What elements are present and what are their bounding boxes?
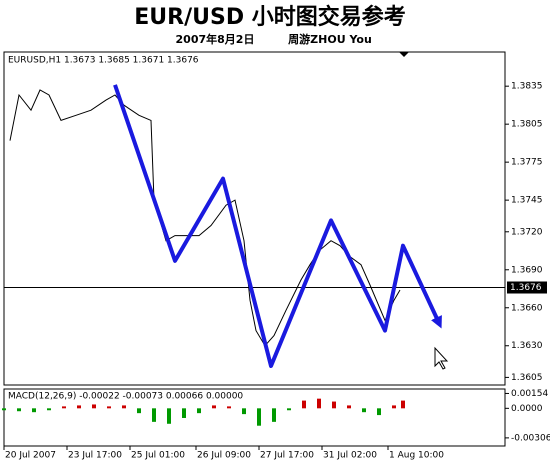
y-tick-label: 1.3775 xyxy=(511,158,543,168)
macd-bar xyxy=(182,408,186,418)
x-tick-label: 1 Aug 10:00 xyxy=(389,451,444,461)
macd-bar xyxy=(401,400,405,409)
macd-bar xyxy=(92,404,96,409)
legend: EURUSD,H1 1.3673 1.3685 1.3671 1.3676 xyxy=(8,56,199,66)
y-tick-label: 1.3745 xyxy=(511,196,543,206)
x-tick-label: 31 Jul 02:00 xyxy=(323,451,377,461)
shift-marker xyxy=(399,52,409,57)
macd-bar xyxy=(332,401,336,409)
macd-bar xyxy=(317,398,321,409)
macd-bar xyxy=(242,408,246,415)
macd-bar xyxy=(347,405,351,409)
macd-bar xyxy=(47,408,51,411)
x-tick-label: 20 Jul 2007 xyxy=(5,451,56,461)
y-tick-label: -0.00306 xyxy=(511,433,550,443)
title: EUR/USD 小时图交易参考 xyxy=(134,4,406,30)
zigzag-annotation xyxy=(113,84,442,368)
y-tick-label: 1.3630 xyxy=(511,341,543,351)
macd-bar xyxy=(152,408,156,422)
macd-bar xyxy=(392,405,396,409)
macd-bar xyxy=(227,406,231,409)
author: 周游ZHOU You xyxy=(288,32,372,46)
macd-bar xyxy=(2,408,6,411)
y-tick-label: 1.3605 xyxy=(511,373,543,383)
y-tick-label: 1.3835 xyxy=(511,82,543,92)
y-tick-label: 1.3660 xyxy=(511,303,543,313)
macd-bar xyxy=(377,408,381,416)
x-tick-label: 23 Jul 17:00 xyxy=(68,451,122,461)
macd-bar xyxy=(137,408,141,414)
price-panel xyxy=(3,51,506,386)
x-tick-label: 26 Jul 09:00 xyxy=(197,451,251,461)
macd-bar xyxy=(272,408,276,422)
macd-bar xyxy=(287,408,291,411)
date: 2007年8月2日 xyxy=(176,32,255,46)
macd-title: MACD(12,26,9) -0.00022 -0.00073 0.00066 … xyxy=(8,392,243,402)
macd-bar xyxy=(302,400,306,409)
macd-bar xyxy=(77,405,81,409)
y-tick-label: 1.3690 xyxy=(511,265,543,275)
macd-bar xyxy=(212,405,216,409)
y-tick-label: 1.3720 xyxy=(511,227,543,237)
macd-bar xyxy=(257,408,261,426)
y-tick-label: 1.3805 xyxy=(511,120,543,130)
macd-bar xyxy=(122,405,126,409)
macd-bar xyxy=(17,408,21,412)
current-price-box xyxy=(507,281,547,294)
macd-bar xyxy=(167,408,171,424)
macd-bar xyxy=(107,406,111,409)
macd-bar xyxy=(197,408,201,414)
x-tick-label: 25 Jul 01:00 xyxy=(131,451,185,461)
price-line xyxy=(9,89,401,347)
macd-bar xyxy=(62,406,66,409)
cursor xyxy=(434,346,449,370)
macd-panel xyxy=(3,388,506,447)
x-tick-label: 27 Jul 17:00 xyxy=(260,451,314,461)
y-tick-label: 0.00154 xyxy=(511,389,548,399)
current-price-label: 1.3676 xyxy=(510,283,542,293)
macd-bar xyxy=(362,408,366,413)
macd-bar xyxy=(32,408,36,413)
y-tick-label: 0.0000 xyxy=(511,404,543,414)
